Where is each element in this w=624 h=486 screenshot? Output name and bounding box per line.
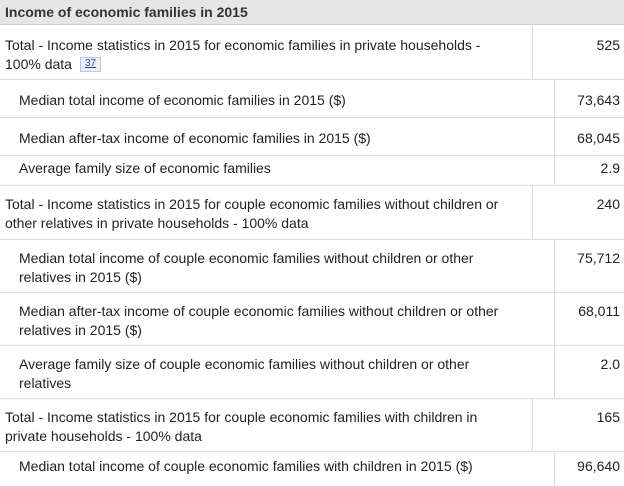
- row-label-cell: Median after-tax income of economic fami…: [0, 118, 555, 155]
- row-label-cell: Total - Income statistics in 2015 for ec…: [0, 27, 533, 79]
- row-label: Average family size of economic families: [19, 160, 271, 176]
- table-row-total: Total - Income statistics in 2015 for ec…: [0, 27, 624, 80]
- table-row: Median total income of couple economic f…: [0, 240, 624, 293]
- table-row-total: Total - Income statistics in 2015 for co…: [0, 399, 624, 452]
- table-row: Median total income of couple economic f…: [0, 452, 624, 486]
- row-label: Total - Income statistics in 2015 for co…: [5, 409, 478, 444]
- row-value: 68,011: [578, 303, 620, 319]
- row-value: 73,643: [577, 92, 620, 108]
- row-label: Median total income of economic families…: [19, 92, 346, 108]
- row-label-cell: Total - Income statistics in 2015 for co…: [0, 186, 533, 239]
- row-label: Total - Income statistics in 2015 for co…: [5, 196, 499, 231]
- row-label: Median after-tax income of economic fami…: [19, 130, 371, 146]
- table-row: Median after-tax income of couple econom…: [0, 293, 624, 346]
- table-row: Average family size of economic families…: [0, 156, 624, 186]
- row-label-cell: Median total income of couple economic f…: [0, 452, 555, 486]
- row-label: Median total income of couple economic f…: [19, 250, 474, 285]
- table-header: Income of economic families in 2015: [0, 0, 624, 25]
- row-value: 75,712: [577, 250, 620, 266]
- table-row: Median total income of economic families…: [0, 80, 624, 118]
- row-label: Median total income of couple economic f…: [19, 458, 473, 474]
- row-label-cell: Average family size of couple economic f…: [0, 346, 555, 398]
- row-label-cell: Median after-tax income of couple econom…: [0, 293, 555, 345]
- row-value: 2.9: [600, 160, 620, 176]
- row-value: 165: [596, 409, 620, 425]
- row-label: Average family size of couple economic f…: [19, 356, 470, 391]
- row-value: 96,640: [577, 458, 620, 474]
- row-label-cell: Median total income of couple economic f…: [0, 240, 555, 292]
- table-row-total: Total - Income statistics in 2015 for co…: [0, 186, 624, 240]
- row-label-cell: Average family size of economic families: [0, 156, 555, 185]
- row-value: 2.0: [600, 356, 620, 372]
- table-row: Median after-tax income of economic fami…: [0, 118, 624, 156]
- row-label: Total - Income statistics in 2015 for ec…: [5, 37, 481, 72]
- table-row: Average family size of couple economic f…: [0, 346, 624, 399]
- row-label-cell: Median total income of economic families…: [0, 80, 555, 117]
- row-value: 525: [596, 37, 620, 53]
- table-title: Income of economic families in 2015: [5, 4, 248, 20]
- row-value: 68,045: [577, 130, 620, 146]
- footnote-link[interactable]: 37: [79, 57, 102, 72]
- row-label: Median after-tax income of couple econom…: [19, 303, 499, 338]
- row-value: 240: [596, 196, 620, 212]
- row-label-cell: Total - Income statistics in 2015 for co…: [0, 399, 533, 451]
